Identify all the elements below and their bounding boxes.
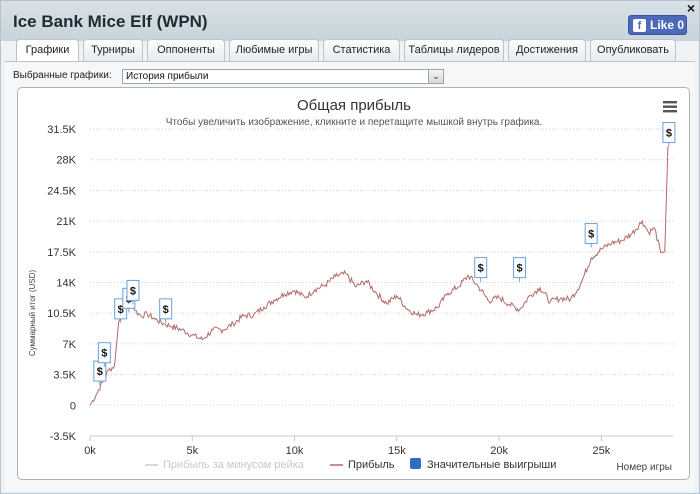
tab-leaderboards[interactable]: Таблицы лидеров <box>404 39 504 61</box>
window-title: Ice Bank Mice Elf (WPN) <box>13 12 208 31</box>
x-tick-label: 5k <box>186 445 198 457</box>
menu-icon[interactable] <box>663 101 677 113</box>
legend: Прибыль за минусом рейка Прибыль Значите… <box>145 458 556 471</box>
chart-container[interactable]: Общая прибыль Чтобы увеличить изображени… <box>17 87 690 480</box>
big-win-marker-label: $ <box>101 348 107 360</box>
tab-tournaments[interactable]: Турниры <box>83 39 143 61</box>
x-tick-label: 15k <box>388 445 406 457</box>
legend-bigwins-swatch <box>410 458 421 469</box>
big-win-marker[interactable]: $ <box>662 122 676 147</box>
tab-opponents[interactable]: Оппоненты <box>147 39 225 61</box>
tab-graphs[interactable]: Графики <box>16 39 79 62</box>
profit-chart[interactable]: Общая прибыль Чтобы увеличить изображени… <box>18 88 691 481</box>
y-tick-label: 17.5K <box>47 247 76 259</box>
profit-series-line <box>89 146 669 406</box>
y-tick-label: 31.5K <box>47 124 76 136</box>
y-tick-label: -3.5K <box>50 431 77 443</box>
x-axis-label: Номер игры <box>616 462 672 473</box>
big-win-marker[interactable]: $ <box>126 279 140 305</box>
y-tick-label: 21K <box>56 216 76 228</box>
y-tick-label: 3.5K <box>53 370 76 382</box>
big-win-marker-label: $ <box>517 263 523 275</box>
y-axis-label: Суммарный итог (USD) <box>28 270 37 357</box>
big-win-marker-label: $ <box>130 285 136 297</box>
facebook-like-button[interactable]: f Like 0 <box>628 15 687 35</box>
x-tick-label: 0k <box>84 445 96 457</box>
x-tick-label: 25k <box>593 445 611 457</box>
y-tick-label: 24.5K <box>47 185 76 197</box>
legend-rake-label[interactable]: Прибыль за минусом рейка <box>163 459 305 471</box>
big-win-marker-label: $ <box>478 263 484 275</box>
y-tick-label: 0 <box>70 400 76 412</box>
big-win-marker[interactable]: $ <box>584 222 598 248</box>
chevron-down-icon[interactable]: ⌄ <box>428 70 443 83</box>
big-win-marker-label: $ <box>97 366 103 378</box>
big-win-marker[interactable]: $ <box>97 342 111 367</box>
y-tick-label: 14K <box>56 278 76 290</box>
graph-select-label: Выбранные графики: <box>13 70 112 81</box>
big-win-marker[interactable]: $ <box>474 257 488 282</box>
legend-bigwins-label[interactable]: Значительные выигрыши <box>427 459 556 471</box>
big-win-marker-label: $ <box>588 228 594 240</box>
x-tick-label: 20k <box>490 445 508 457</box>
tab-achievements[interactable]: Достижения <box>508 39 586 61</box>
graph-select-value: История прибыли <box>126 71 209 82</box>
big-win-marker-label: $ <box>163 304 169 316</box>
big-win-marker[interactable]: $ <box>159 298 173 323</box>
x-tick-label: 10k <box>286 445 304 457</box>
chart-subtitle: Чтобы увеличить изображение, кликните и … <box>166 116 543 128</box>
like-label: Like 0 <box>650 18 685 32</box>
tab-statistics[interactable]: Статистика <box>323 39 400 61</box>
big-win-marker-label: $ <box>118 304 124 316</box>
facebook-icon: f <box>633 18 646 32</box>
big-win-marker[interactable]: $ <box>513 257 527 282</box>
close-icon[interactable]: × <box>686 0 695 16</box>
y-tick-label: 10.5K <box>47 308 76 320</box>
legend-profit-label[interactable]: Прибыль <box>348 459 395 471</box>
title-bar: Ice Bank Mice Elf (WPN) × f Like 0 <box>1 1 699 41</box>
tab-favorite-games[interactable]: Любимые игры <box>229 39 319 61</box>
big-win-marker-label: $ <box>666 128 672 140</box>
tab-publish[interactable]: Опубликовать <box>590 39 676 61</box>
graph-select[interactable]: История прибыли ⌄ <box>122 69 444 84</box>
chart-title: Общая прибыль <box>297 97 411 114</box>
y-tick-label: 7K <box>63 339 77 351</box>
y-tick-label: 28K <box>56 155 76 167</box>
